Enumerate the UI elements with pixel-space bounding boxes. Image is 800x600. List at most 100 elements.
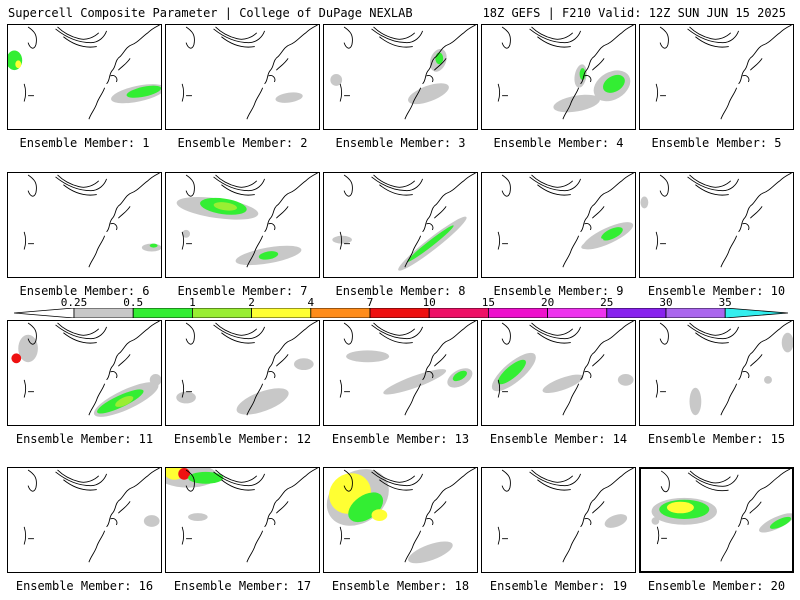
map-canvas bbox=[332, 173, 476, 271]
scp-contour-fill bbox=[182, 229, 191, 238]
ensemble-map-panel[interactable] bbox=[7, 320, 162, 426]
coastline bbox=[181, 25, 318, 120]
ensemble-map-panel[interactable] bbox=[323, 172, 478, 278]
colorbar-tick-label: 20 bbox=[540, 296, 555, 309]
colorbar-tick-label: 15 bbox=[481, 296, 496, 309]
ensemble-map-panel[interactable] bbox=[165, 320, 320, 426]
scp-contour-fill bbox=[275, 92, 303, 103]
ensemble-map-panel[interactable] bbox=[323, 24, 478, 130]
ensemble-map-panel[interactable] bbox=[165, 467, 320, 573]
header: Supercell Composite Parameter | College … bbox=[0, 0, 800, 22]
colorbar-tick-label: 4 bbox=[307, 296, 315, 309]
coastline bbox=[655, 25, 792, 120]
panel-caption: Ensemble Member: 5 bbox=[651, 136, 782, 150]
coastline bbox=[339, 25, 476, 120]
ensemble-map-panel[interactable] bbox=[323, 467, 478, 573]
scp-contour-fill bbox=[542, 374, 584, 394]
map-canvas bbox=[166, 468, 318, 563]
ensemble-map-panel[interactable] bbox=[165, 172, 320, 278]
scp-contour-fill bbox=[188, 513, 208, 521]
ensemble-map-panel[interactable] bbox=[165, 24, 320, 130]
coastline bbox=[339, 321, 476, 416]
panel-caption: Ensemble Member: 3 bbox=[335, 136, 466, 150]
scp-contour-fill bbox=[18, 334, 38, 363]
colorbar-legend: 0.25 0.5 1 2 4 7 10 15 20 25 30 35 bbox=[14, 296, 788, 326]
panel-caption: Ensemble Member: 17 bbox=[173, 579, 312, 593]
scp-contour-fill bbox=[581, 238, 604, 250]
scp-contour-fill bbox=[213, 202, 238, 211]
scp-contour-fill bbox=[781, 332, 793, 353]
coastline bbox=[655, 321, 792, 416]
scp-contour-fill bbox=[408, 83, 449, 105]
scp-contour-fill bbox=[553, 94, 600, 113]
coastline bbox=[23, 25, 160, 120]
map-canvas bbox=[655, 321, 793, 416]
scp-contour-fill bbox=[689, 387, 702, 416]
map-canvas bbox=[11, 321, 161, 417]
colorbar-segment bbox=[665, 308, 726, 318]
ensemble-map-panel[interactable] bbox=[481, 172, 636, 278]
ensemble-map-panel[interactable] bbox=[639, 172, 794, 278]
scp-contour-fill bbox=[408, 541, 453, 564]
coastline bbox=[656, 469, 791, 562]
colorbar-tick-label: 25 bbox=[600, 296, 614, 309]
map-canvas bbox=[330, 25, 476, 120]
map-canvas bbox=[339, 321, 476, 416]
scp-contour-fill bbox=[769, 516, 792, 529]
coastline bbox=[23, 321, 160, 416]
colorbar-tick-label: 35 bbox=[718, 296, 732, 309]
panel-caption: Ensemble Member: 4 bbox=[493, 136, 624, 150]
scp-contour-fill bbox=[258, 251, 279, 260]
ensemble-map-panel[interactable] bbox=[7, 172, 162, 278]
scp-contour-fill bbox=[764, 375, 772, 384]
coastline bbox=[339, 468, 476, 563]
panel-caption: Ensemble Member: 16 bbox=[15, 579, 154, 593]
panel-caption: Ensemble Member: 13 bbox=[331, 432, 470, 446]
panel-caption: Ensemble Member: 11 bbox=[15, 432, 154, 446]
map-canvas bbox=[491, 321, 634, 416]
ensemble-map-panel[interactable] bbox=[639, 467, 794, 573]
coastline bbox=[497, 25, 634, 120]
colorbar-segment bbox=[487, 308, 548, 318]
map-canvas bbox=[176, 173, 318, 268]
ensemble-map-panel[interactable] bbox=[7, 24, 162, 130]
ensemble-map-panel[interactable] bbox=[481, 320, 636, 426]
run-info: 18Z GEFS | F210 Valid: 12Z SUN JUN 15 20… bbox=[482, 6, 786, 20]
colorbar-segment bbox=[251, 308, 312, 318]
scp-contour-fill bbox=[603, 74, 625, 93]
panel-caption: Ensemble Member: 18 bbox=[331, 579, 470, 593]
scp-contour-fill bbox=[236, 388, 289, 415]
ensemble-map-panel[interactable] bbox=[7, 467, 162, 573]
coastline bbox=[497, 321, 634, 416]
map-canvas bbox=[23, 173, 161, 268]
map-canvas bbox=[23, 468, 160, 563]
coastline bbox=[23, 468, 160, 563]
ensemble-map-panel[interactable] bbox=[639, 320, 794, 426]
scp-contour-fill bbox=[188, 471, 224, 484]
scp-contour-fill bbox=[149, 373, 161, 386]
colorbar-segment bbox=[369, 308, 430, 318]
colorbar-segment bbox=[547, 308, 608, 318]
colorbar-left-arrow bbox=[14, 308, 75, 318]
panel-caption: Ensemble Member: 1 bbox=[19, 136, 150, 150]
coastline bbox=[181, 468, 318, 563]
coastline bbox=[339, 173, 476, 268]
scp-contour-fill bbox=[651, 517, 660, 525]
map-canvas bbox=[651, 469, 792, 562]
coastline bbox=[497, 173, 634, 268]
scp-contour-fill bbox=[383, 369, 447, 395]
ensemble-map-panel[interactable] bbox=[323, 320, 478, 426]
scp-contour-fill bbox=[435, 52, 444, 65]
scp-contour-fill bbox=[497, 359, 526, 385]
scp-contour-fill bbox=[452, 370, 467, 382]
ensemble-map-panel[interactable] bbox=[481, 467, 636, 573]
panel-caption: Ensemble Member: 6 bbox=[19, 284, 150, 298]
coastline bbox=[181, 321, 318, 416]
scp-contour-fill bbox=[579, 68, 586, 80]
ensemble-map-panel[interactable] bbox=[639, 24, 794, 130]
ensemble-map-panel[interactable] bbox=[481, 24, 636, 130]
coastline bbox=[655, 173, 792, 268]
panel-caption: Ensemble Member: 2 bbox=[177, 136, 308, 150]
colorbar-tick-label: 0.25 bbox=[60, 296, 88, 309]
scp-contour-fill bbox=[601, 227, 623, 241]
